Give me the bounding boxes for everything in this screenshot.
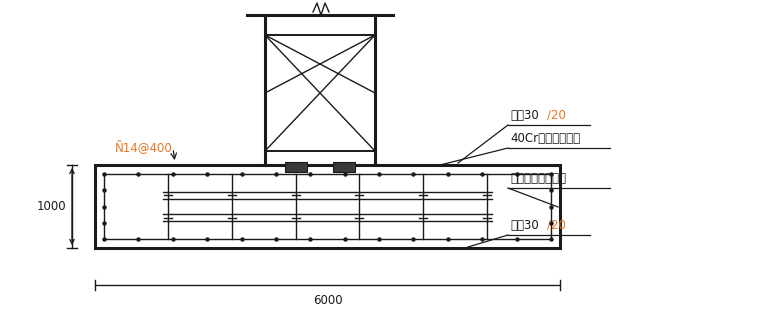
Text: 40Cr塔吸专用螺栓: 40Cr塔吸专用螺栓 xyxy=(510,132,580,145)
Text: Ñ14@400: Ñ14@400 xyxy=(115,141,173,155)
Bar xyxy=(95,165,560,248)
Bar xyxy=(333,162,355,172)
Text: ∕20: ∕20 xyxy=(547,219,566,232)
Text: 塔吸专用定位钉板: 塔吸专用定位钉板 xyxy=(510,172,566,185)
Bar xyxy=(285,162,307,172)
Text: 1000: 1000 xyxy=(36,200,66,213)
Text: 双向30: 双向30 xyxy=(510,109,539,122)
Text: 6000: 6000 xyxy=(312,294,342,307)
Text: 双向30: 双向30 xyxy=(510,219,539,232)
Text: ∕20: ∕20 xyxy=(547,109,566,122)
